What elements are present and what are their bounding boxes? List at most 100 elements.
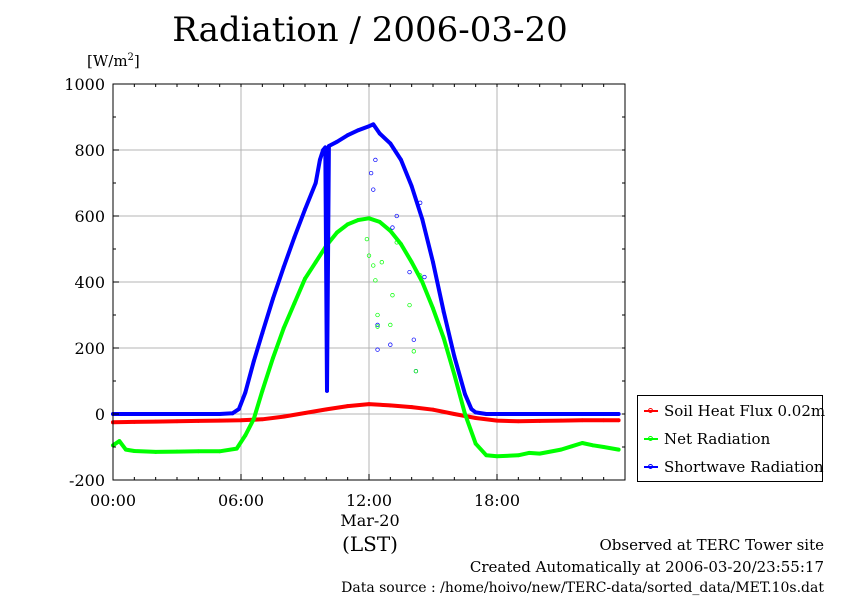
data-point [377, 220, 382, 224]
data-point [303, 411, 307, 415]
data-point [399, 242, 403, 246]
legend-label-shortwave: Shortwave Radiation [664, 458, 824, 476]
data-point [495, 412, 499, 416]
outlier-point [394, 213, 399, 219]
chart-title: Radiation / 2006-03-20 [172, 10, 568, 50]
data-point [326, 144, 331, 148]
series-line-shortwave-radiation [111, 122, 621, 416]
data-point [409, 260, 414, 265]
data-point [569, 444, 574, 449]
y-tick-label: 800 [74, 141, 105, 160]
data-point [367, 216, 371, 221]
outlier-point [375, 347, 380, 352]
data-point [463, 392, 467, 397]
data-point [318, 157, 322, 162]
outlier-point [418, 273, 423, 278]
data-point [371, 122, 376, 127]
outlier-point [422, 274, 427, 280]
outlier-point [411, 337, 416, 342]
data-point [537, 451, 542, 456]
data-point [236, 407, 241, 411]
data-point [580, 418, 585, 423]
data-point [243, 390, 248, 395]
legend-swatch-net [644, 429, 658, 449]
data-point [271, 296, 275, 301]
unit-label-text: [W/m [87, 52, 128, 70]
outlier-point [418, 200, 423, 205]
data-point [431, 407, 435, 412]
data-point [313, 260, 318, 265]
data-point [325, 388, 329, 393]
x-tick-label: 12:00 [346, 491, 392, 510]
data-point [495, 418, 499, 423]
data-point [345, 404, 350, 408]
outlier-point [388, 322, 393, 328]
data-point [452, 354, 457, 359]
data-point [377, 131, 382, 136]
data-point [196, 412, 201, 416]
data-point [313, 181, 318, 185]
data-point [537, 412, 542, 416]
data-point [153, 412, 158, 416]
data-point [239, 418, 243, 423]
x-axis-date-label: Mar-20 [340, 511, 400, 530]
outlier-point [411, 349, 416, 354]
data-point [217, 449, 222, 454]
data-point [388, 141, 393, 146]
axis-layer: -200 0 200 400 600 800 1000 00:00 06:00 12:00 18:0… [64, 75, 626, 510]
data-point [292, 301, 297, 306]
chart-legend: Soil Heat Flux 0.02m Net Radiation Short… [637, 395, 826, 482]
data-point [345, 133, 350, 138]
x-tick-label: 06:00 [218, 491, 264, 510]
data-point [196, 449, 201, 454]
legend-label-net: Net Radiation [664, 430, 771, 448]
data-point [388, 228, 393, 233]
x-tick-label: 18:00 [474, 491, 520, 510]
data-point [123, 447, 128, 452]
data-point [260, 331, 265, 336]
data-point [420, 280, 425, 284]
data-point [473, 410, 478, 415]
data-point [356, 128, 361, 133]
data-point [452, 372, 457, 377]
data-point [303, 207, 307, 212]
data-point [473, 416, 478, 420]
data-point [420, 217, 425, 222]
outlier-point [368, 170, 374, 176]
series-line-net-radiation [111, 216, 621, 459]
data-point [601, 418, 606, 423]
data-point [153, 419, 158, 424]
y-tick-label: -200 [69, 471, 105, 490]
legend-label-soil: Soil Heat Flux 0.02m [664, 402, 826, 420]
outlier-point [375, 322, 380, 328]
data-point [230, 411, 235, 416]
y-tick-label: 0 [95, 405, 105, 424]
data-point [367, 402, 371, 407]
data-point [441, 336, 446, 341]
data-point [469, 407, 474, 411]
data-point [559, 412, 563, 416]
data-point [484, 412, 489, 416]
y-tick-label: 200 [74, 339, 105, 358]
outlier-point [407, 302, 412, 308]
outlier-point [364, 236, 370, 242]
data-point [271, 355, 275, 360]
data-point [281, 414, 286, 419]
data-point [580, 441, 585, 445]
data-point [251, 359, 256, 364]
data-point [345, 222, 350, 227]
data-point [591, 443, 595, 448]
data-point [409, 184, 414, 189]
series-layer [111, 122, 621, 459]
outlier-point [388, 342, 393, 347]
data-point [431, 306, 435, 311]
data-point [537, 419, 542, 423]
y-tick-label: 1000 [64, 75, 105, 94]
x-axis-title: (LST) [342, 532, 398, 556]
data-point [243, 433, 248, 438]
data-point [473, 441, 478, 446]
data-point [303, 276, 307, 281]
data-point [516, 419, 521, 424]
data-point [495, 454, 499, 459]
